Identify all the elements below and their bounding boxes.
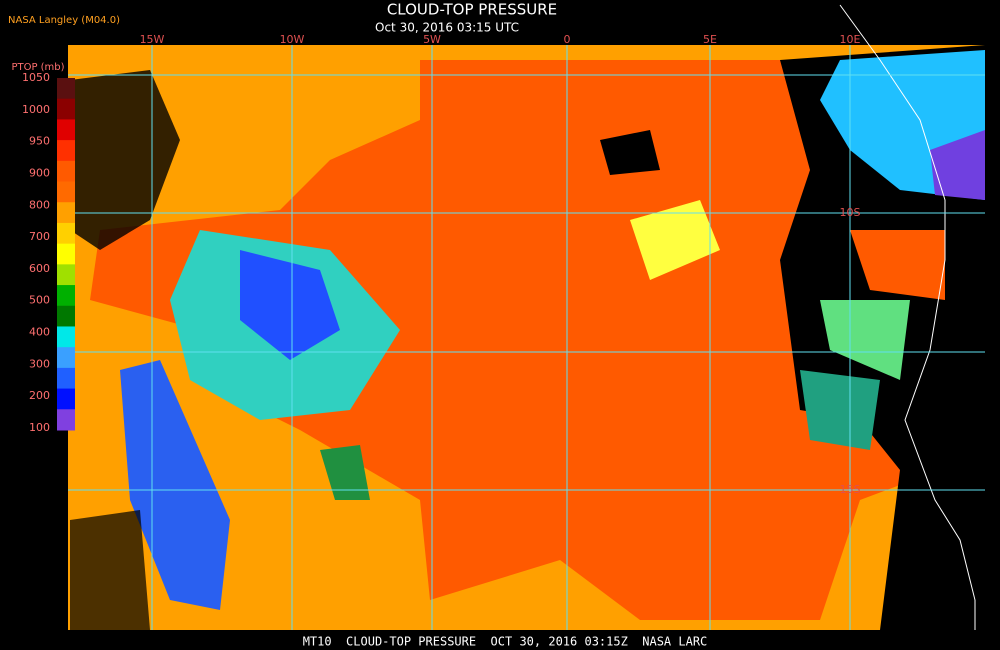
colorbar-swatch [57,98,75,120]
colorbar-tick-label: 200 [29,389,50,402]
colorbar-swatch [57,119,75,141]
longitude-label: 15W [140,33,165,46]
map-title: CLOUD-TOP PRESSURE [387,1,557,19]
mid-cloud [850,230,945,300]
high-cloud [120,360,230,610]
colorbar-swatch [57,181,75,203]
high-cloud [930,130,985,200]
colorbar-swatch [57,367,75,390]
colorbar-tick-label: 600 [29,262,50,275]
colorbar-tick-label: 700 [29,230,50,243]
latitude-label: 10S [840,206,861,219]
colorbar-swatch [57,347,75,369]
clear-sky [600,130,660,175]
colorbar-swatch [57,78,75,100]
colorbar-swatch [57,285,75,307]
colorbar-swatch [57,243,75,265]
longitude-label: 5E [703,33,717,46]
source-label: NASA Langley (M04.0) [8,15,120,26]
colorbar-tick-label: 400 [29,326,50,339]
colorbar-swatch [57,264,75,286]
longitude-label: 10E [840,33,861,46]
colorbar-tick-label: 300 [29,357,50,370]
clear-sky [70,510,150,630]
colorbar-tick-label: 1050 [22,71,50,84]
longitude-label: 5W [423,33,441,46]
map-image [68,4,985,630]
colorbar-swatch [57,409,75,431]
colorbar-tick-label: 500 [29,294,50,307]
latitude-label: 15S [840,483,861,496]
longitude-label: 10W [280,33,305,46]
mid-cloud [320,445,370,500]
coastline [839,4,976,630]
colorbar-tick-label: 1000 [22,103,50,116]
colorbar-tick-label: 800 [29,198,50,211]
mid-cloud [820,300,910,380]
colorbar-swatch [57,305,75,327]
mid-cloud [630,200,720,280]
footer: MT10 CLOUD-TOP PRESSURE OCT 30, 2016 03:… [303,635,708,649]
colorbar-tick-label: 950 [29,135,50,148]
high-cloud [240,250,340,360]
legend-title: PTOP (mb) [11,62,64,73]
colorbar-swatch [57,160,75,183]
longitude-label: 0 [564,33,571,46]
mid-cloud [800,370,880,450]
colorbar-swatch [57,202,75,224]
colorbar-swatch [57,140,75,162]
colorbar-tick-label: 900 [29,166,50,179]
colorbar-swatch [57,388,75,410]
colorbar-swatch [57,222,75,245]
map-date: Oct 30, 2016 03:15 UTC [375,21,519,35]
colorbar-swatch [57,326,75,348]
mid-cloud [90,60,940,620]
colorbar-tick-label: 100 [29,421,50,434]
